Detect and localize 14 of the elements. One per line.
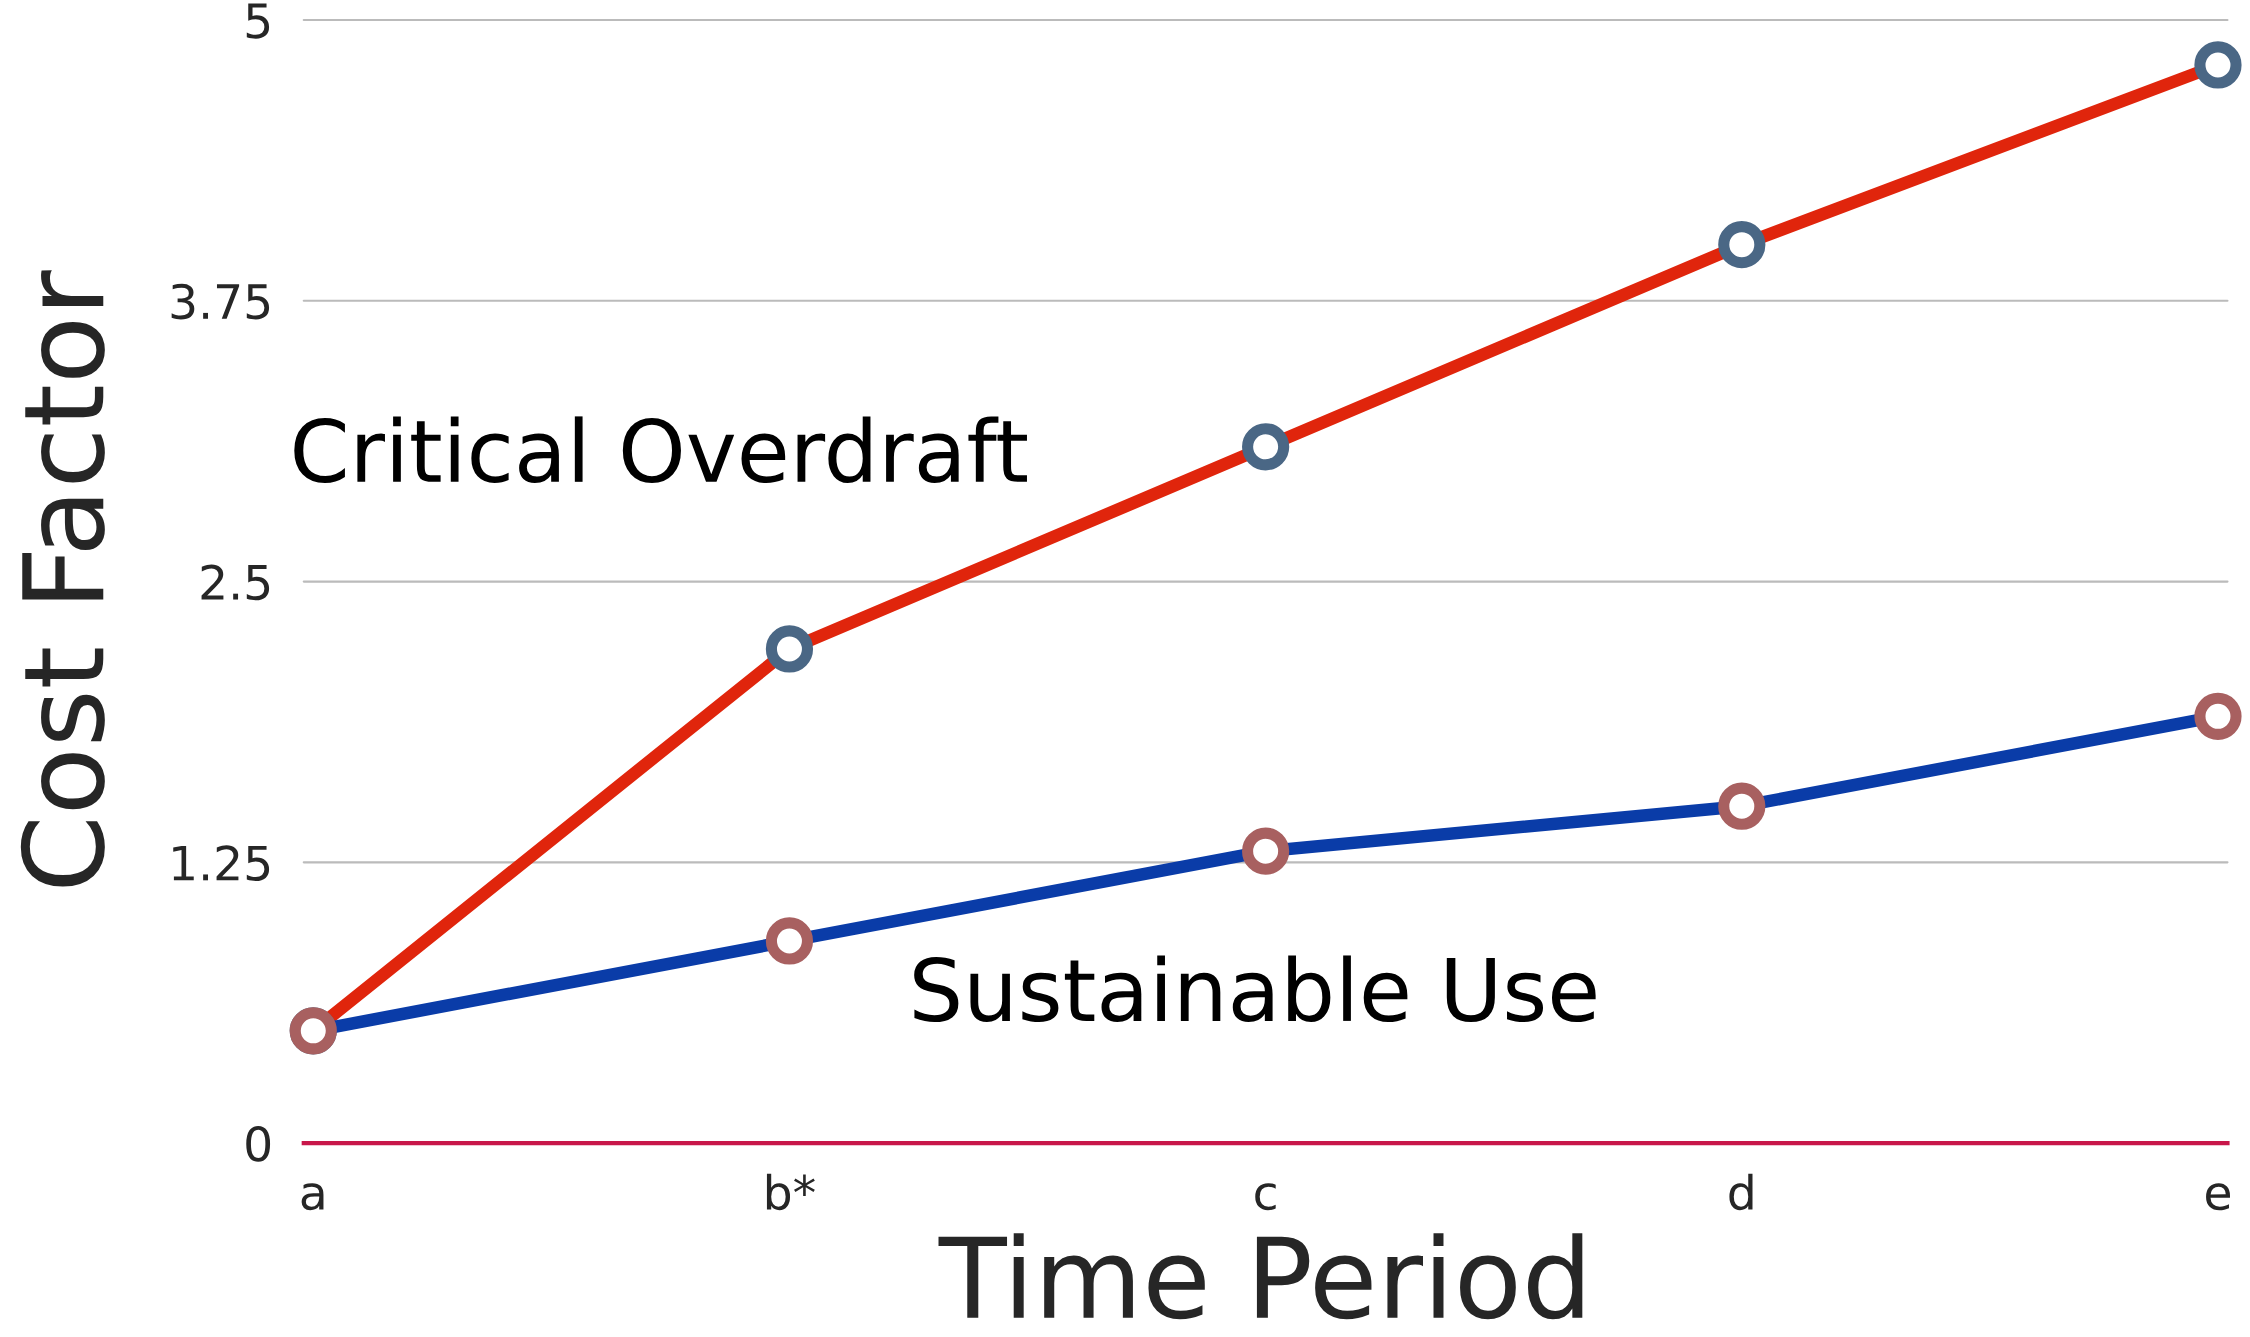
series-label: Sustainable Use bbox=[914, 955, 1596, 1023]
x-axis-title: Time Period bbox=[938, 1233, 1583, 1320]
x-tick-label: c bbox=[1255, 1183, 1276, 1211]
series-label: Critical Overdraft bbox=[294, 416, 1027, 484]
y-axis-title: Cost Factor bbox=[20, 270, 105, 887]
y-tick-label: 1.25 bbox=[173, 845, 270, 881]
y-tick-label: 0 bbox=[246, 1126, 271, 1162]
y-tick-label: 5 bbox=[246, 3, 270, 39]
x-tick-label: d bbox=[1729, 1173, 1753, 1211]
x-tick-label: a bbox=[301, 1183, 324, 1211]
y-tick-label: 3.75 bbox=[171, 283, 270, 320]
x-tick-label: e bbox=[2206, 1183, 2230, 1211]
x-tick-label: b* bbox=[766, 1173, 815, 1211]
y-tick-label: 2.5 bbox=[201, 564, 270, 601]
